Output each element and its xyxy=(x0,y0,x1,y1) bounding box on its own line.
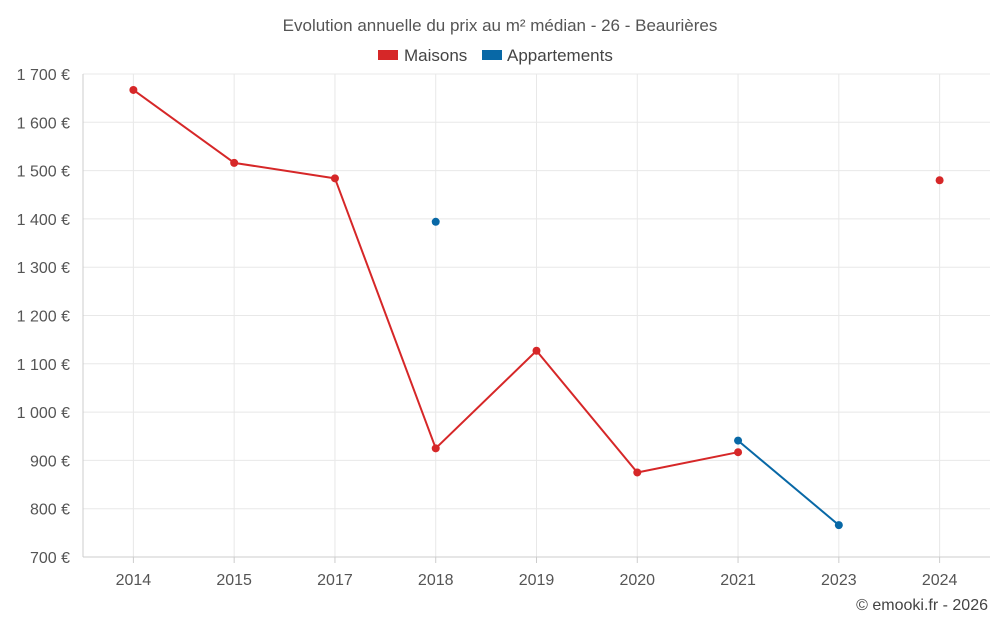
series-lines xyxy=(132,89,840,526)
data-point-appartements[interactable] xyxy=(834,521,843,530)
y-tick-label: 1 200 € xyxy=(17,309,70,326)
data-point-maisons[interactable] xyxy=(330,174,339,183)
data-point-maisons[interactable] xyxy=(230,158,239,167)
y-tick-label: 900 € xyxy=(30,453,70,470)
data-point-maisons[interactable] xyxy=(129,85,138,94)
x-tick-label: 2024 xyxy=(922,572,958,589)
y-tick-label: 800 € xyxy=(30,502,70,519)
data-point-maisons[interactable] xyxy=(532,346,541,355)
y-tick-label: 1 600 € xyxy=(17,115,70,132)
data-point-maisons[interactable] xyxy=(935,176,944,185)
legend-item-appartements[interactable]: Appartements xyxy=(482,46,613,65)
x-tick-label: 2019 xyxy=(519,572,555,589)
x-tick-label: 2023 xyxy=(821,572,857,589)
axes xyxy=(82,74,990,563)
credit: © emooki.fr - 2026 xyxy=(856,597,988,614)
y-tick-label: 1 000 € xyxy=(17,405,70,422)
legend: Maisons Appartements xyxy=(378,46,613,65)
y-tick-label: 1 100 € xyxy=(17,357,70,374)
legend-swatch-appartements xyxy=(482,50,502,60)
data-point-appartements[interactable] xyxy=(734,436,743,445)
data-point-maisons[interactable] xyxy=(734,448,743,457)
x-axis-ticks: 2014 2015 2017 2018 2019 2020 2021 2023 2024 xyxy=(116,572,958,589)
series-line-appartements xyxy=(737,439,840,526)
legend-label-appartements: Appartements xyxy=(507,46,613,65)
y-axis-ticks: 700 € 800 € 900 € 1 000 € 1 100 € 1 200 € 1 30… xyxy=(17,67,70,567)
y-tick-label: 1 400 € xyxy=(17,212,70,229)
x-tick-label: 2017 xyxy=(317,572,353,589)
y-tick-label: 1 700 € xyxy=(17,67,70,84)
y-tick-label: 700 € xyxy=(30,550,70,567)
x-tick-label: 2021 xyxy=(720,572,756,589)
chart-title: Evolution annuelle du prix au m² médian … xyxy=(283,16,718,35)
y-tick-label: 1 300 € xyxy=(17,260,70,277)
data-point-maisons[interactable] xyxy=(431,444,440,453)
x-tick-label: 2015 xyxy=(216,572,252,589)
legend-item-maisons[interactable]: Maisons xyxy=(378,46,467,65)
legend-swatch-maisons xyxy=(378,50,398,60)
x-tick-label: 2018 xyxy=(418,572,454,589)
x-tick-label: 2020 xyxy=(619,572,655,589)
series-points xyxy=(129,85,944,530)
legend-label-maisons: Maisons xyxy=(404,46,467,65)
x-tick-label: 2014 xyxy=(116,572,152,589)
data-point-maisons[interactable] xyxy=(633,468,642,477)
grid xyxy=(83,73,990,558)
y-tick-label: 1 500 € xyxy=(17,164,70,181)
data-point-appartements[interactable] xyxy=(431,217,440,226)
